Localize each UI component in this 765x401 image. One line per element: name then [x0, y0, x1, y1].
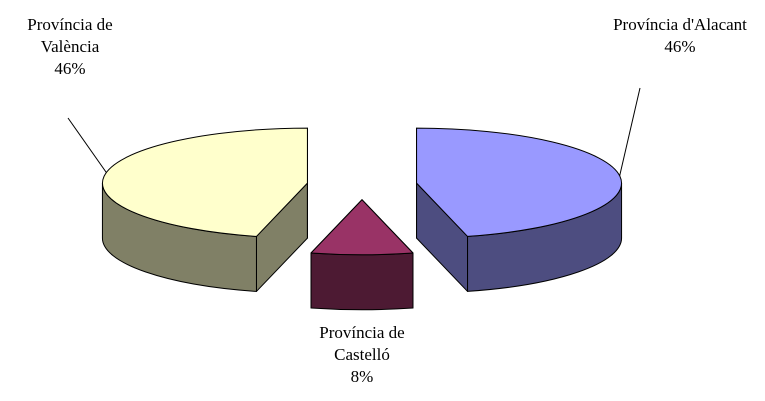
- slice-label: Província de Castelló 8%: [292, 322, 432, 388]
- value-label: 46%: [54, 59, 86, 78]
- slice-wall: [310, 252, 414, 311]
- slice-top: [416, 127, 623, 237]
- slice-label: Província d'Alacant 46%: [590, 14, 765, 58]
- category-label: Província de València: [27, 15, 113, 56]
- slice-top: [101, 127, 308, 237]
- slice-label: Província de València 46%: [0, 14, 140, 80]
- leader-line: [67, 117, 114, 183]
- category-label: Província d'Alacant: [613, 15, 747, 34]
- value-label: 46%: [664, 37, 696, 56]
- leader-line: [617, 87, 641, 184]
- slice-top: [310, 199, 414, 256]
- category-label: Província de Castelló: [319, 323, 405, 364]
- value-label: 8%: [350, 367, 374, 386]
